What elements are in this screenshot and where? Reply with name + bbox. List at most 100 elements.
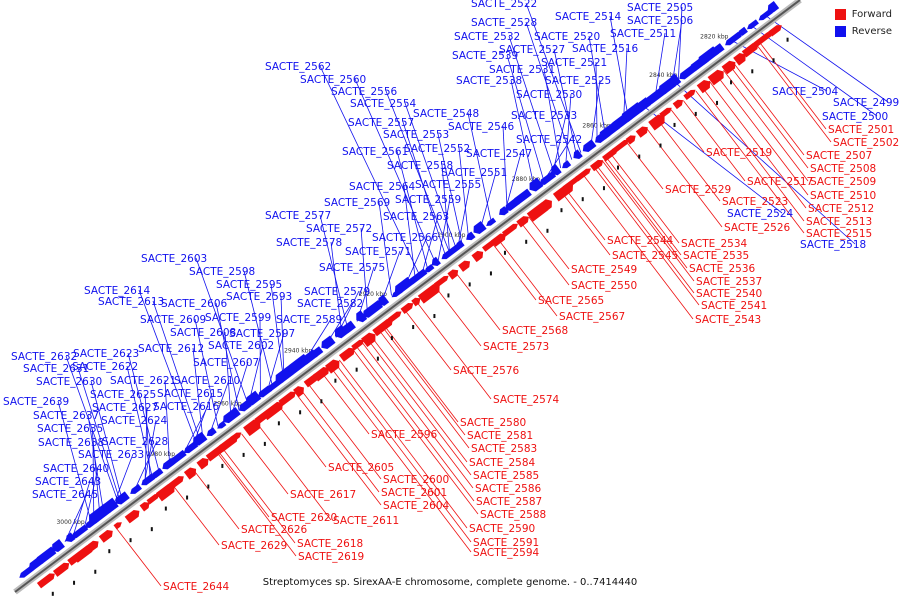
gene-feature [146, 493, 160, 505]
label-connector [307, 383, 382, 480]
label-connector [596, 165, 695, 294]
forward-gene [696, 79, 711, 94]
forward-gene-label: SACTE_2629 [221, 540, 287, 552]
minor-feature [581, 197, 584, 202]
label-connector [184, 405, 209, 452]
minor-feature [320, 399, 323, 404]
reverse-gene-label: SACTE_2639 [3, 396, 69, 408]
reverse-gene-label: SACTE_2572 [306, 223, 372, 235]
forward-gene-label: SACTE_2549 [571, 264, 637, 276]
genome-caption: Streptomyces sp. SirexAA-E chromosome, c… [262, 577, 638, 588]
label-connector [138, 289, 197, 443]
label-connector [144, 406, 148, 482]
gene-feature [417, 283, 440, 304]
label-connector [642, 105, 783, 214]
label-connector [565, 93, 572, 165]
gene-feature [529, 177, 544, 192]
minor-feature [412, 325, 415, 330]
label-connector [561, 192, 611, 256]
label-connector [583, 175, 694, 320]
forward-gene [458, 260, 471, 272]
label-connector [87, 414, 104, 513]
forward-gene-label: SACTE_2576 [453, 365, 520, 377]
gene-feature [166, 449, 187, 467]
minor-feature [73, 580, 76, 585]
label-connector [77, 367, 121, 501]
label-connector [127, 352, 160, 472]
minor-feature [616, 165, 619, 170]
reverse-gene-label: SACTE_2637 [33, 410, 99, 422]
forward-gene-label: SACTE_2620 [271, 512, 337, 524]
label-connector [295, 392, 382, 506]
reverse-gene-label: SACTE_2624 [101, 415, 168, 427]
legend-label-forward: Forward [851, 9, 892, 20]
minor-feature [242, 452, 245, 457]
minor-feature [390, 336, 393, 341]
forward-gene [501, 223, 518, 237]
label-connector [354, 78, 436, 263]
label-connector [498, 239, 558, 317]
reverse-gene-label: SACTE_2527 [499, 44, 565, 56]
reverse-gene [424, 263, 435, 273]
label-connector [590, 79, 601, 146]
forward-gene [447, 269, 459, 280]
gene-feature [36, 546, 57, 565]
label-connector [230, 361, 249, 417]
forward-gene-label: SACTE_2501 [828, 124, 894, 136]
gene-feature [98, 530, 113, 543]
forward-gene-label: SACTE_2586 [475, 483, 542, 495]
forward-gene [139, 502, 150, 512]
forward-gene [278, 391, 296, 407]
forward-gene-label: SACTE_2545 [612, 250, 678, 262]
gene-feature [542, 199, 552, 210]
gene-feature [139, 502, 150, 512]
gene-feature [431, 256, 441, 266]
forward-gene-label: SACTE_2617 [290, 489, 356, 501]
reverse-gene-label: SACTE_2578 [276, 237, 342, 249]
tick-label: 2960 kbp [213, 401, 241, 408]
label-connector [385, 90, 450, 253]
label-connector [361, 342, 474, 489]
label-connector [209, 379, 230, 433]
reverse-gene [767, 1, 780, 13]
gene-feature [351, 339, 365, 351]
label-connector [730, 39, 828, 92]
reverse-gene-label: SACTE_2615 [157, 388, 223, 400]
forward-gene-label: SACTE_2584 [469, 457, 536, 469]
reverse-gene-label: SACTE_2539 [452, 50, 518, 62]
gene-feature [490, 233, 506, 247]
forward-gene [113, 522, 122, 530]
reverse-gene-label: SACTE_2606 [161, 298, 228, 310]
tick-label: 2940 kbp [284, 347, 312, 354]
label-connector [508, 35, 555, 174]
reverse-gene-label: SACTE_2530 [516, 89, 582, 101]
minor-feature [129, 538, 132, 543]
forward-gene [338, 347, 355, 362]
label-connector [602, 161, 695, 282]
reverse-gene-label: SACTE_2631 [23, 363, 89, 375]
forward-gene [516, 216, 529, 228]
label-connector [626, 142, 664, 190]
forward-gene [611, 139, 629, 154]
minor-feature [433, 314, 436, 319]
tick-label: 2980 kbp [147, 451, 175, 458]
minor-feature [546, 228, 549, 233]
gene-feature [411, 297, 421, 307]
reverse-gene-label: SACTE_2645 [32, 489, 98, 501]
forward-gene [741, 43, 759, 58]
gene-feature [573, 149, 583, 159]
reverse-gene-label: SACTE_2630 [36, 376, 102, 388]
forward-gene-label: SACTE_2605 [328, 462, 394, 474]
forward-gene [672, 99, 684, 110]
gene-feature [325, 359, 340, 374]
label-connector [330, 241, 343, 334]
reverse-gene [71, 524, 89, 539]
label-connector [674, 81, 856, 245]
label-connector [115, 527, 162, 587]
reverse-gene [223, 407, 241, 424]
label-connector [378, 329, 470, 449]
gene-feature [113, 522, 122, 530]
reverse-gene [466, 231, 476, 241]
forward-gene [146, 493, 160, 505]
label-connector [510, 79, 535, 188]
